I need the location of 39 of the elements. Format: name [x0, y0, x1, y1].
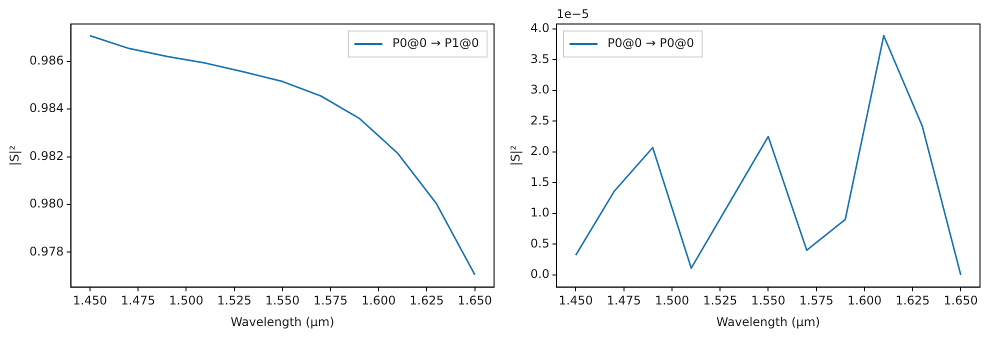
x-tick-label: 1.650 [944, 294, 978, 308]
y-tick-label: 0.5 [530, 236, 550, 250]
x-tick-label: 1.550 [751, 294, 786, 308]
x-tick-label: 1.575 [799, 294, 834, 308]
y-tick-label: 0.980 [29, 196, 64, 211]
x-tick-label: 1.475 [606, 294, 642, 308]
x-axis-title: Wavelength (µm) [230, 314, 334, 329]
text: 1e−5 [556, 7, 590, 22]
y-tick-label: 0.978 [29, 244, 64, 258]
y-axis-title: |S|² [7, 145, 22, 166]
y-tick-label: 2.0 [530, 144, 550, 158]
y-tick-label: 3.0 [530, 82, 550, 97]
x-tick-label: 1.525 [217, 294, 252, 308]
x-tick-label: 1.600 [847, 294, 882, 308]
y-tick-label: 3.5 [530, 52, 550, 66]
y-tick-label: 0.0 [530, 267, 550, 282]
y-tick-label: 4.0 [530, 21, 550, 36]
x-tick-label: 1.650 [458, 294, 492, 308]
y-tick-label: 0.986 [29, 54, 64, 68]
x-axis-title: Wavelength (µm) [716, 314, 820, 329]
y-tick-label: 1.0 [530, 206, 550, 220]
x-tick-label: 1.625 [895, 294, 930, 308]
x-tick-label: 1.450 [558, 294, 593, 308]
x-tick-label: 1.500 [654, 294, 690, 308]
x-tick-label: 1.525 [702, 294, 738, 308]
x-tick-label: 1.625 [410, 294, 444, 308]
x-tick-label: 1.450 [72, 294, 108, 308]
y-tick-label: 1.5 [530, 174, 550, 189]
x-tick-label: 1.500 [169, 294, 204, 308]
legend-label: P0@0 → P0@0 [607, 36, 694, 50]
y-axis-title: |S|² [508, 145, 522, 166]
x-tick-label: 1.550 [265, 294, 300, 308]
y-tick-label: 2.5 [530, 113, 550, 128]
legend-label: P0@0 → P1@0 [392, 36, 480, 50]
y-tick-label: 0.982 [29, 148, 64, 163]
x-tick-label: 1.575 [313, 294, 348, 308]
x-tick-label: 1.475 [120, 294, 156, 308]
x-tick-label: 1.600 [361, 294, 396, 308]
y-tick-label: 0.984 [29, 101, 64, 116]
